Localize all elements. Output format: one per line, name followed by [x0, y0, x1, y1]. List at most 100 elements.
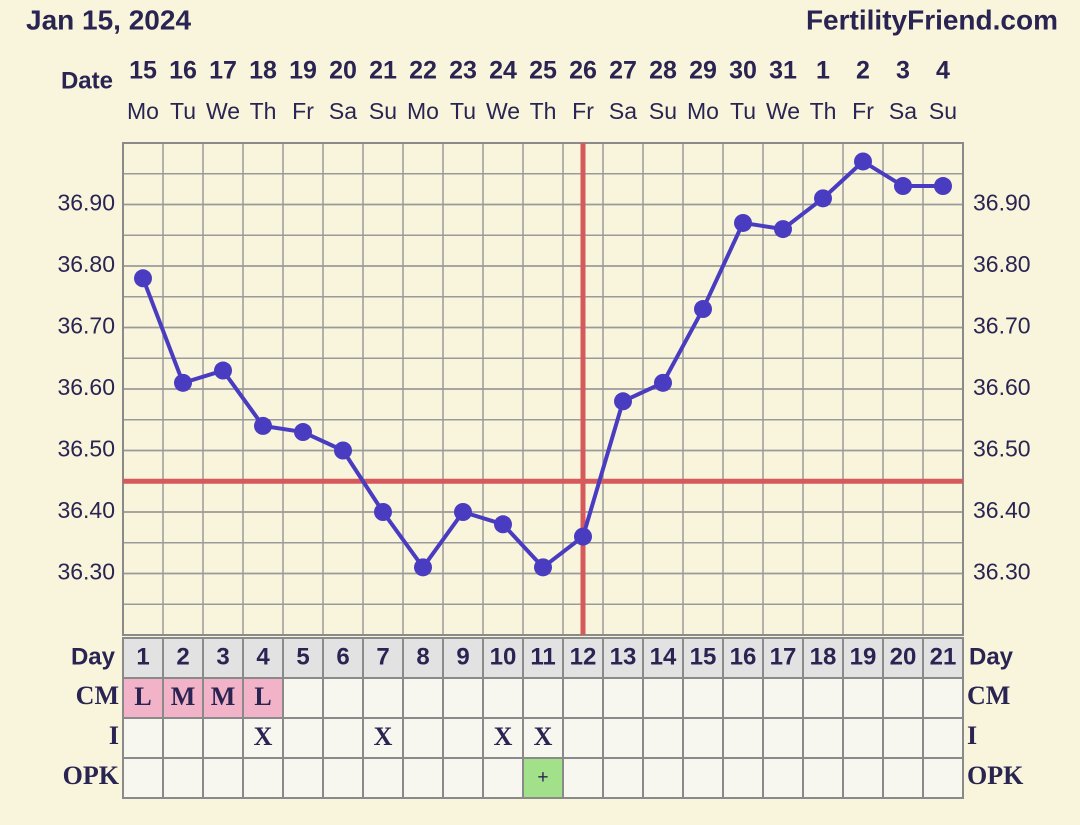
- table-cell: [802, 677, 844, 719]
- cycle-day: 1: [136, 643, 149, 670]
- weekday-label: Sa: [329, 98, 357, 124]
- table-cell: [762, 677, 804, 719]
- table-cell: [522, 677, 564, 719]
- cycle-day: 2: [176, 643, 189, 670]
- cycle-day: 7: [376, 643, 389, 670]
- temperature-point: [574, 527, 592, 546]
- cell-value: X: [254, 722, 273, 751]
- date-label: 19: [289, 57, 317, 85]
- table-cell: [322, 757, 364, 799]
- table-cell: [522, 757, 564, 799]
- weekday-label: Su: [929, 98, 957, 124]
- weekday-label: Th: [810, 98, 837, 124]
- weekday-label: Fr: [852, 98, 874, 124]
- y-tick-label: 36.60: [57, 374, 115, 400]
- date-label: 28: [649, 57, 677, 85]
- date-label: 26: [569, 57, 597, 85]
- cycle-day: 8: [416, 643, 429, 670]
- table-cell: [362, 757, 404, 799]
- y-tick-label-right: 36.50: [973, 436, 1031, 462]
- weekday-label: Mo: [127, 98, 159, 124]
- cycle-day: 21: [930, 643, 957, 670]
- temperature-point: [174, 373, 192, 392]
- cycle-day: 9: [456, 643, 469, 670]
- table-cell: [762, 757, 804, 799]
- cycle-day: 4: [256, 643, 270, 670]
- temperature-point: [494, 515, 512, 534]
- cycle-day: 18: [810, 643, 837, 670]
- weekday-label: We: [206, 98, 240, 124]
- table-cell: [722, 717, 764, 759]
- table-cell: [562, 677, 604, 719]
- temperature-point: [894, 177, 912, 196]
- weekday-label: Tu: [450, 98, 476, 124]
- row-label: CM: [76, 681, 119, 710]
- weekday-label: We: [486, 98, 520, 124]
- source: FertilityFriend.com: [806, 4, 1058, 35]
- table-cell: [842, 677, 884, 719]
- table-cell: [282, 757, 324, 799]
- plot-frame: [122, 142, 964, 636]
- temperature-point: [334, 441, 352, 460]
- date-label: 22: [409, 57, 437, 85]
- weekday-label: Tu: [730, 98, 756, 124]
- date-label: 27: [609, 57, 637, 85]
- table-cell: [842, 757, 884, 799]
- table-cell: [122, 757, 164, 799]
- temperature-point: [814, 189, 832, 208]
- table-cell: [202, 757, 244, 799]
- table-cell: [642, 757, 684, 799]
- temperature-point: [294, 423, 312, 442]
- weekday-label: We: [766, 98, 800, 124]
- y-tick-label: 36.50: [57, 436, 115, 462]
- table-cell: [162, 757, 204, 799]
- cell-value: +: [537, 767, 548, 789]
- chart-title: Jan 15, 2024: [26, 4, 191, 35]
- cycle-day: 15: [690, 643, 717, 670]
- table-cell: [282, 677, 324, 719]
- weekday-label: Sa: [609, 98, 637, 124]
- table-cell: [482, 677, 524, 719]
- table-cell: [242, 757, 284, 799]
- y-tick-label-right: 36.40: [973, 497, 1031, 523]
- table-cell: [562, 717, 604, 759]
- table-cell: [642, 677, 684, 719]
- table-cell: [722, 757, 764, 799]
- table-cell: [682, 757, 724, 799]
- cycle-day: 11: [530, 643, 555, 670]
- temperature-point: [254, 416, 272, 435]
- table-cell: [482, 717, 524, 759]
- y-tick-label: 36.80: [57, 251, 115, 277]
- y-tick-label: 36.30: [57, 559, 115, 585]
- weekday-label: Tu: [170, 98, 196, 124]
- table-cell: [602, 717, 644, 759]
- cell-value: X: [374, 722, 393, 751]
- table-cell: [922, 757, 964, 799]
- temperature-point: [854, 152, 872, 171]
- temperature-point: [654, 373, 672, 392]
- table-cell: [882, 717, 924, 759]
- temperature-point: [374, 503, 392, 521]
- temperature-point: [534, 558, 552, 577]
- table-cell: [682, 717, 724, 759]
- date-label: 30: [729, 57, 757, 85]
- date-label: 18: [249, 57, 277, 85]
- temperature-point: [934, 177, 952, 196]
- date-label: 2: [856, 57, 870, 85]
- temperature-point: [454, 503, 472, 521]
- row-label-right: Day: [969, 643, 1014, 670]
- temperature-point: [614, 392, 632, 411]
- table-cell: [922, 717, 964, 759]
- weekday-label: Fr: [572, 98, 594, 124]
- temperature-point: [214, 361, 232, 380]
- y-tick-label-right: 36.60: [973, 374, 1031, 400]
- table-cell: [482, 757, 524, 799]
- table-cell: [802, 717, 844, 759]
- date-label: 24: [489, 57, 517, 85]
- date-label: 23: [449, 57, 477, 85]
- cycle-day: 17: [770, 643, 797, 670]
- table-cell: [322, 677, 364, 719]
- date-label: 16: [169, 57, 197, 85]
